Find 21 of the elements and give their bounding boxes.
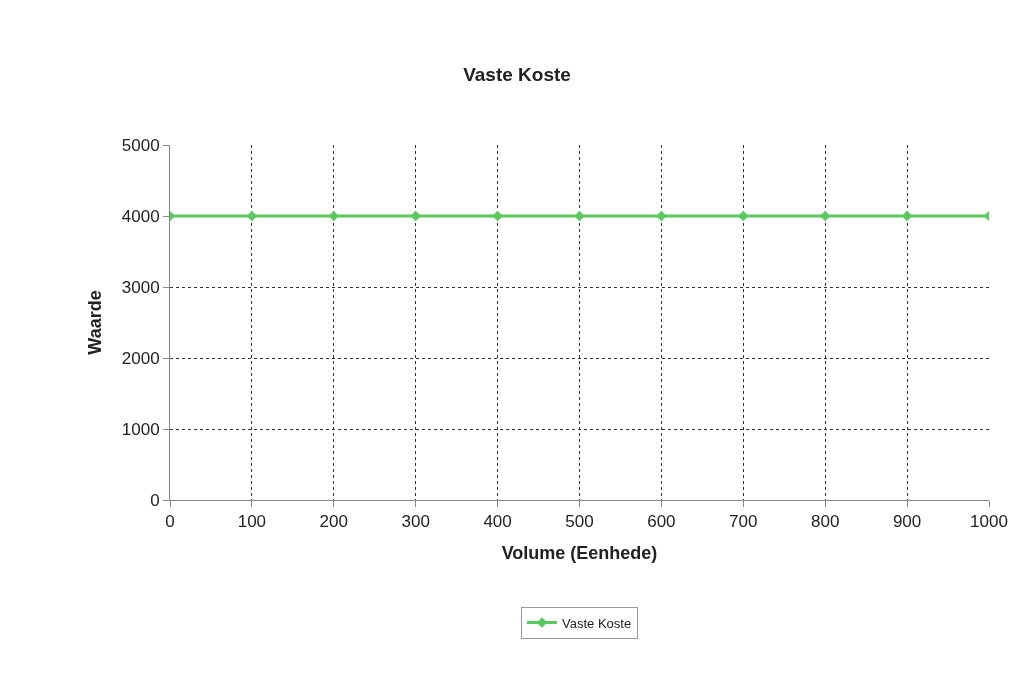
y-axis-title: Waarde bbox=[84, 290, 105, 355]
y-tick-label: 1000 bbox=[121, 419, 160, 439]
x-tick-label: 600 bbox=[647, 512, 676, 532]
x-tick-label: 700 bbox=[729, 512, 758, 532]
y-tick-label: 0 bbox=[150, 490, 160, 510]
x-tick-label: 300 bbox=[401, 512, 430, 532]
y-tick-label: 5000 bbox=[121, 135, 160, 155]
x-tick-label: 900 bbox=[892, 512, 922, 532]
y-tick-label: 3000 bbox=[121, 277, 160, 297]
x-tick-label: 200 bbox=[319, 512, 348, 532]
legend-label: Vaste Koste bbox=[562, 615, 632, 631]
chart-title: Vaste Koste bbox=[463, 64, 571, 86]
y-tick-label: 4000 bbox=[121, 206, 160, 226]
y-tick-label: 2000 bbox=[121, 348, 160, 368]
x-tick-label: 0 bbox=[165, 512, 175, 532]
x-axis-title: Volume (Eenhede) bbox=[501, 542, 658, 563]
x-tick-label: 400 bbox=[483, 512, 512, 532]
x-tick-label: 800 bbox=[811, 512, 840, 532]
x-tick-label: 100 bbox=[237, 512, 267, 532]
x-tick-label: 500 bbox=[565, 512, 594, 532]
x-tick-label: 1000 bbox=[970, 512, 1008, 532]
